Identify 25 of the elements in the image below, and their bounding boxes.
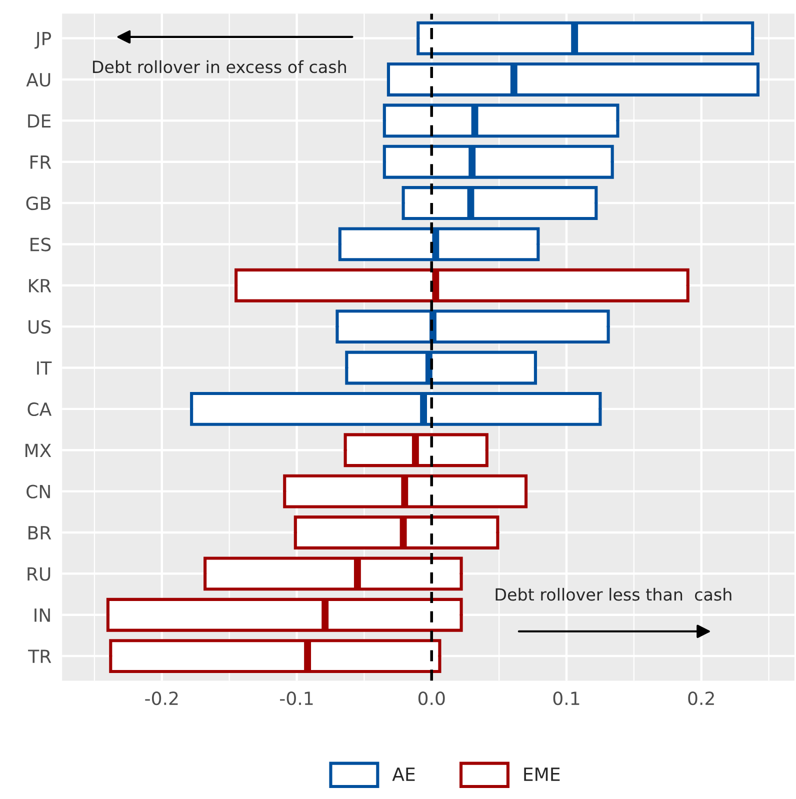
y-tick-label: KR — [29, 279, 52, 292]
x-tick-label: 0.2 — [688, 691, 714, 706]
y-tick-label: DE — [28, 114, 51, 128]
y-tick-label: FR — [30, 156, 52, 169]
y-tick-label: AU — [26, 73, 50, 87]
x-tick-label: 0.0 — [418, 691, 445, 706]
y-tick-label: MX — [25, 444, 52, 457]
y-tick-label: CN — [26, 484, 50, 498]
y-tick-label: IN — [34, 608, 50, 622]
legend-label: EME — [524, 768, 560, 781]
x-tick-label: -0.1 — [280, 691, 313, 706]
y-tick-label: US — [28, 320, 51, 334]
y-tick-label: JP — [34, 32, 52, 49]
annotation: Debt rollover less than cash — [496, 588, 732, 601]
y-tick-label: IT — [37, 361, 52, 375]
annotation: Debt rollover in excess of cash — [93, 60, 346, 74]
y-tick-label: CA — [28, 402, 52, 416]
legend-label: AE — [392, 768, 415, 781]
y-tick-label: ES — [30, 238, 51, 252]
y-tick-label: RU — [28, 567, 50, 581]
y-tick-label: BR — [28, 526, 52, 540]
x-tick-label: -0.2 — [145, 691, 178, 706]
y-tick-label: GB — [26, 196, 50, 210]
y-tick-label: TR — [28, 650, 52, 663]
x-tick-label: 0.1 — [553, 691, 580, 706]
